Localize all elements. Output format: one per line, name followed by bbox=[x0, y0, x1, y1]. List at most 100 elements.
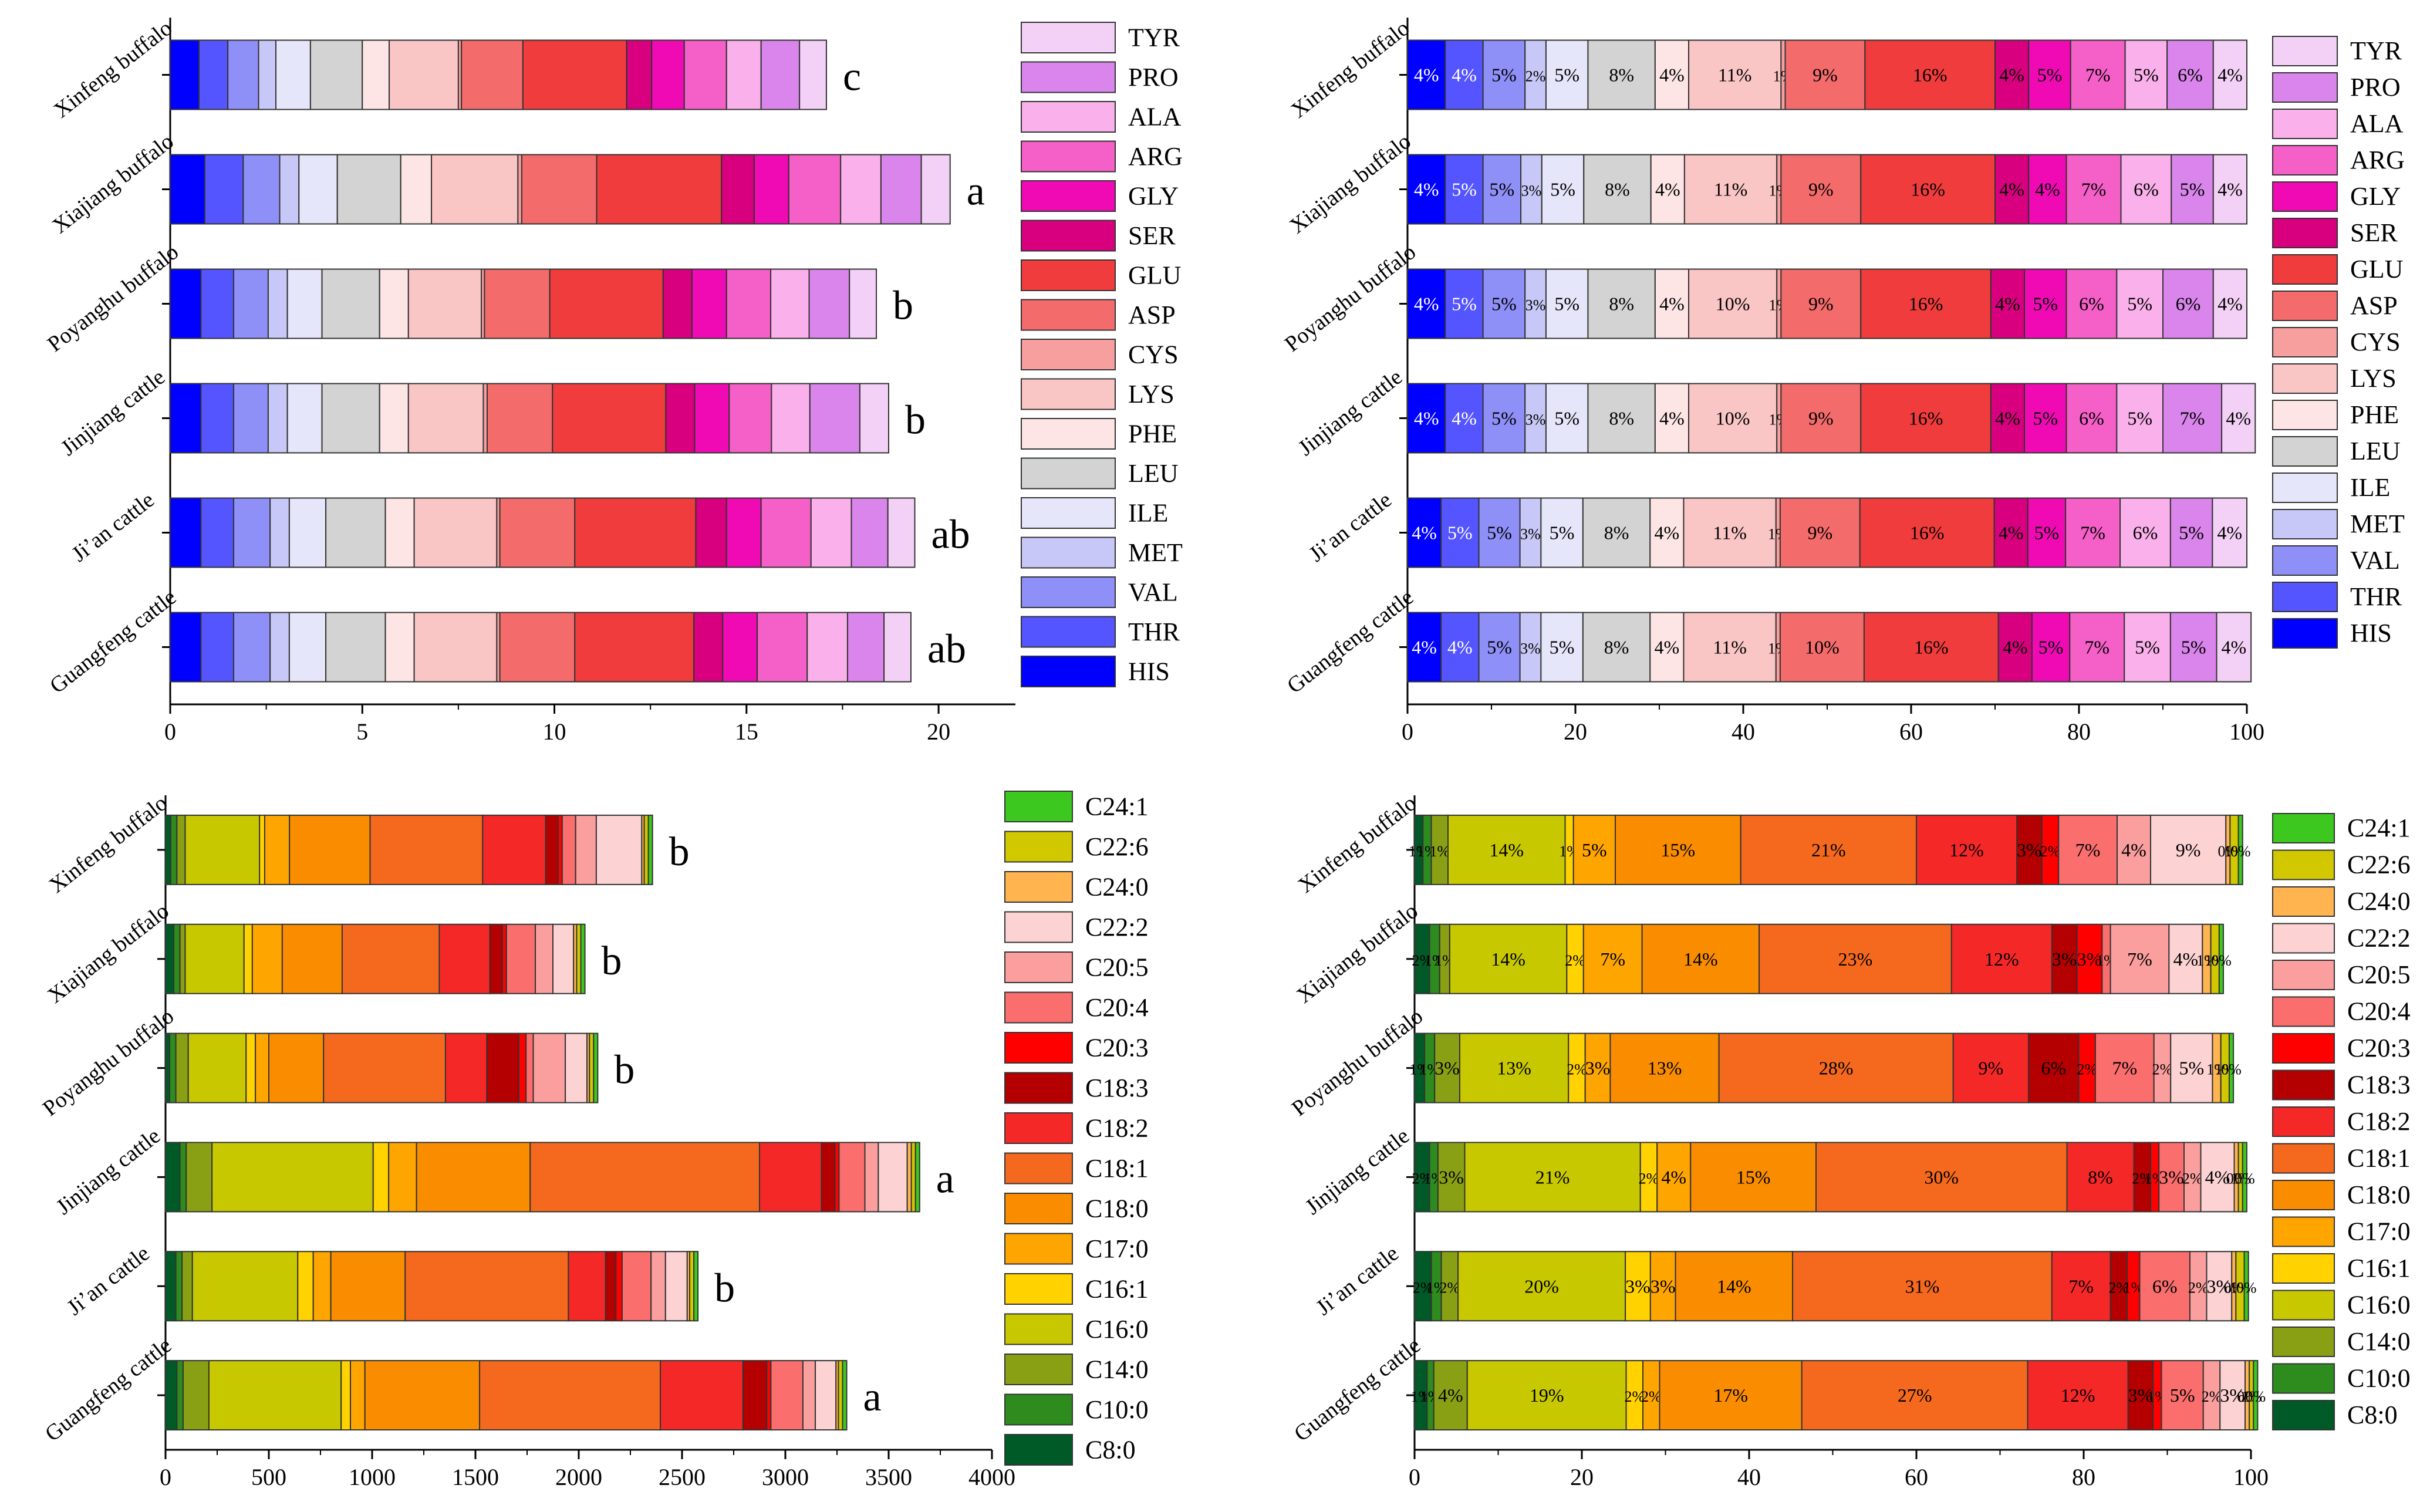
legend-swatch bbox=[1004, 1152, 1073, 1184]
bar-segment-ser bbox=[665, 383, 696, 454]
bar-segment-gly bbox=[691, 268, 727, 339]
data-label: 5% bbox=[1491, 65, 1517, 86]
data-label: 5% bbox=[2033, 408, 2058, 429]
data-label: 4% bbox=[1452, 408, 1477, 429]
x-tick-label: 4000 bbox=[968, 1464, 1015, 1490]
legend-label: ASP bbox=[2350, 291, 2398, 320]
legend-swatch bbox=[1004, 991, 1073, 1024]
data-label: 5% bbox=[2179, 1058, 2204, 1079]
bar-segment-c20-5 bbox=[532, 1032, 566, 1103]
x-tick-label: 500 bbox=[251, 1464, 286, 1490]
data-label: 14% bbox=[1489, 839, 1524, 860]
bar-segment-arg bbox=[788, 154, 842, 225]
data-label: 5% bbox=[2180, 179, 2205, 200]
legend-label: C24:0 bbox=[2347, 887, 2411, 916]
bar-segment-c14-0 bbox=[1437, 1142, 1466, 1213]
bar-segment-ala bbox=[810, 497, 852, 568]
significance-letter: a bbox=[863, 1375, 882, 1420]
data-label: 2% bbox=[1413, 1279, 1433, 1296]
data-label: 5% bbox=[1447, 522, 1473, 544]
legend-swatch bbox=[2272, 545, 2338, 576]
bar-segment-glu bbox=[574, 497, 697, 568]
legend-label: C8:0 bbox=[2347, 1400, 2398, 1429]
legend-label: C17:0 bbox=[2347, 1217, 2411, 1246]
legend-swatch bbox=[1004, 1233, 1073, 1265]
legend-label: VAL bbox=[1128, 578, 1178, 607]
data-label: 4% bbox=[2205, 1166, 2230, 1187]
data-label: 5% bbox=[1554, 65, 1579, 86]
data-label: 8% bbox=[1604, 522, 1629, 544]
bar-segment-thr bbox=[1444, 383, 1484, 454]
bar-segment-c18-1 bbox=[369, 814, 484, 885]
bar-segment-lys bbox=[1688, 383, 1778, 454]
bar-segment-ala bbox=[2119, 497, 2171, 568]
legend-label: C24:1 bbox=[1085, 792, 1149, 821]
bar-segment-c20-4 bbox=[505, 923, 536, 994]
bar-segment-gly bbox=[694, 383, 730, 454]
bar-segment-gly bbox=[2028, 154, 2067, 225]
data-label: 23% bbox=[1838, 949, 1873, 970]
legend-label: PHE bbox=[2350, 400, 2399, 429]
bar-segment-tyr bbox=[920, 154, 951, 225]
data-label: 3% bbox=[2207, 1275, 2232, 1297]
bar-segment-val bbox=[1482, 154, 1522, 225]
data-label: 8% bbox=[1609, 293, 1634, 315]
bar-segment-ala bbox=[771, 383, 811, 454]
legend-label: TYR bbox=[1128, 23, 1180, 52]
legend-label: ILE bbox=[1128, 499, 1168, 528]
legend-swatch bbox=[2272, 960, 2335, 990]
bar-segment-arg bbox=[757, 612, 808, 683]
legend-label: ILE bbox=[2350, 473, 2390, 502]
data-label: 12% bbox=[1984, 949, 2019, 970]
category-label: Ji’an cattle bbox=[67, 488, 158, 567]
data-label: 0% bbox=[2211, 952, 2232, 969]
data-label: 17% bbox=[1713, 1385, 1748, 1406]
bar-segment-val bbox=[1482, 383, 1526, 454]
data-label: 7% bbox=[2080, 522, 2105, 544]
x-tick-label: 20 bbox=[1570, 1464, 1594, 1490]
bar-segment-c20-4 bbox=[2158, 1142, 2185, 1213]
x-tick-label: 40 bbox=[1737, 1464, 1761, 1490]
legend-label: C18:3 bbox=[2347, 1071, 2411, 1099]
data-label: 12% bbox=[2061, 1385, 2095, 1406]
legend-swatch bbox=[2272, 145, 2338, 176]
data-label: 6% bbox=[2178, 65, 2203, 86]
bar-segment-phe bbox=[384, 612, 415, 683]
legend-label: C20:5 bbox=[1085, 953, 1149, 982]
bar-segment-c16-0 bbox=[191, 1251, 299, 1322]
bar-segment-c20-4 bbox=[2161, 1360, 2204, 1431]
legend-swatch bbox=[1021, 22, 1116, 53]
bar-segment-c18-1 bbox=[1759, 923, 1952, 994]
bar-segment-leu bbox=[325, 497, 386, 568]
data-label: 2% bbox=[2077, 1061, 2097, 1078]
bar-segment-arg bbox=[2070, 39, 2126, 110]
legend-swatch bbox=[1021, 418, 1116, 450]
legend-swatch bbox=[1004, 1354, 1073, 1385]
bar-segment-leu bbox=[1582, 612, 1651, 683]
bar-segment-c22-6 bbox=[689, 1251, 695, 1322]
legend-label: C16:1 bbox=[2347, 1254, 2411, 1283]
data-label: 4% bbox=[1999, 65, 2024, 86]
legend-label: C22:2 bbox=[2347, 924, 2411, 953]
x-tick-label: 80 bbox=[2067, 718, 2091, 745]
data-label: 5% bbox=[1550, 522, 1575, 544]
bar-segment-c10-0 bbox=[175, 1251, 183, 1322]
data-label: 30% bbox=[1924, 1166, 1959, 1187]
data-label: 6% bbox=[2079, 408, 2104, 429]
x-tick-label: 0 bbox=[1402, 718, 1413, 745]
data-label: 11% bbox=[1718, 65, 1751, 86]
bar-segment-c18-1 bbox=[1718, 1032, 1954, 1103]
bar-segment-glu bbox=[1863, 612, 1999, 683]
bar-segment-tyr bbox=[887, 497, 916, 568]
bar-segment-c10-0 bbox=[176, 1360, 184, 1431]
significance-letter: b bbox=[893, 284, 913, 329]
data-label: 4% bbox=[2173, 949, 2199, 970]
bar-segment-phe bbox=[379, 268, 409, 339]
data-label: 3% bbox=[1651, 1275, 1676, 1297]
legend-swatch bbox=[1004, 951, 1073, 983]
legend-label: C16:0 bbox=[2347, 1291, 2411, 1319]
data-label: 2% bbox=[1639, 1170, 1659, 1187]
bar-segment-thr bbox=[1444, 154, 1484, 225]
category-label: Xinfeng buffalo bbox=[1287, 16, 1414, 123]
